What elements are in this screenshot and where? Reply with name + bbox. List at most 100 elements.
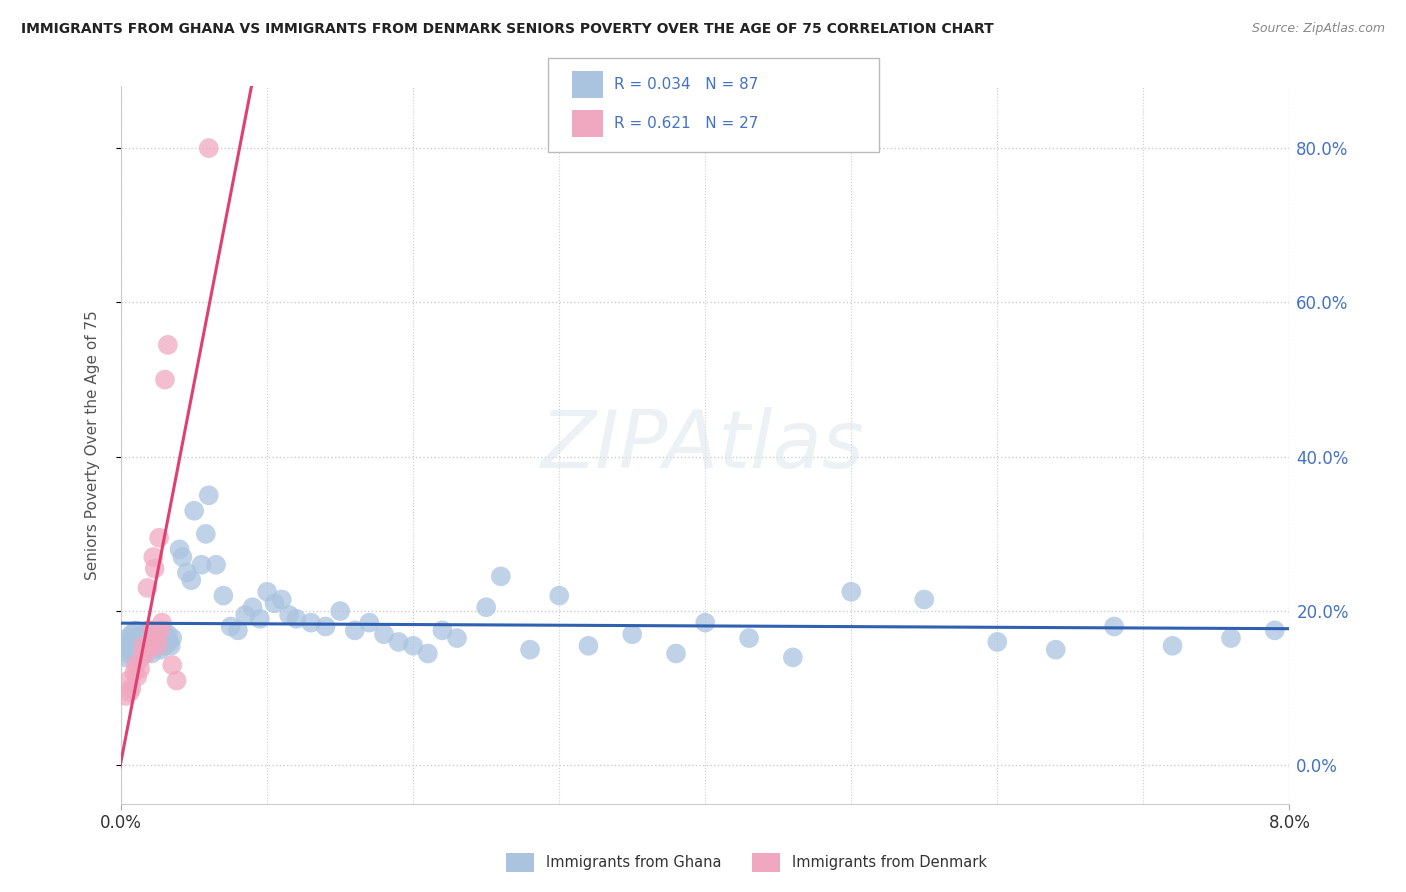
Point	[135, 647, 157, 661]
Point	[150, 631, 173, 645]
Point	[249, 612, 271, 626]
Point	[278, 607, 301, 622]
Point	[176, 566, 198, 580]
Point	[141, 624, 163, 638]
Point	[120, 627, 142, 641]
Point	[183, 504, 205, 518]
Point	[242, 600, 264, 615]
Point	[132, 627, 155, 641]
Point	[359, 615, 381, 630]
Point	[118, 642, 141, 657]
Point	[285, 612, 308, 626]
Point	[839, 584, 862, 599]
Point	[738, 631, 761, 645]
Point	[190, 558, 212, 572]
Point	[150, 615, 173, 630]
Point	[169, 542, 191, 557]
Point	[432, 624, 454, 638]
Point	[162, 631, 184, 645]
Point	[155, 631, 177, 645]
Point	[172, 550, 194, 565]
Text: Immigrants from Denmark: Immigrants from Denmark	[792, 855, 987, 870]
Point	[114, 689, 136, 703]
Point	[912, 592, 935, 607]
Point	[136, 631, 159, 645]
Point	[548, 589, 571, 603]
Point	[387, 635, 409, 649]
Point	[118, 685, 141, 699]
Point	[117, 647, 139, 661]
Point	[519, 642, 541, 657]
Point	[141, 647, 163, 661]
Text: ZIPAtlas: ZIPAtlas	[541, 407, 865, 485]
Point	[153, 373, 176, 387]
Point	[139, 635, 162, 649]
Text: Source: ZipAtlas.com: Source: ZipAtlas.com	[1251, 22, 1385, 36]
Point	[127, 631, 149, 645]
Point	[114, 650, 136, 665]
Point	[117, 673, 139, 688]
Point	[665, 647, 688, 661]
Point	[125, 658, 148, 673]
Point	[127, 670, 149, 684]
Point	[180, 573, 202, 587]
Point	[695, 615, 717, 630]
Point	[219, 619, 242, 633]
Point	[233, 607, 256, 622]
Point	[197, 141, 219, 155]
Point	[343, 624, 366, 638]
Point	[145, 627, 167, 641]
Point	[125, 635, 148, 649]
Point	[128, 642, 150, 657]
Point	[139, 639, 162, 653]
Point	[124, 647, 146, 661]
Point	[402, 639, 425, 653]
Point	[135, 642, 157, 657]
Point	[131, 647, 153, 661]
Point	[157, 635, 180, 649]
Point	[1102, 619, 1125, 633]
Point	[129, 639, 152, 653]
Point	[621, 627, 644, 641]
Point	[129, 662, 152, 676]
Point	[1161, 639, 1184, 653]
Point	[148, 531, 170, 545]
Point	[226, 624, 249, 638]
Point	[489, 569, 512, 583]
Point	[136, 581, 159, 595]
Point	[156, 338, 179, 352]
Text: R = 0.034   N = 87: R = 0.034 N = 87	[614, 77, 759, 92]
Point	[373, 627, 395, 641]
Point	[149, 624, 172, 638]
Text: IMMIGRANTS FROM GHANA VS IMMIGRANTS FROM DENMARK SENIORS POVERTY OVER THE AGE OF: IMMIGRANTS FROM GHANA VS IMMIGRANTS FROM…	[21, 22, 994, 37]
Point	[152, 624, 174, 638]
Point	[115, 635, 138, 649]
Point	[138, 624, 160, 638]
Point	[212, 589, 235, 603]
Point	[162, 658, 184, 673]
Point	[117, 631, 139, 645]
Point	[986, 635, 1008, 649]
Point	[166, 673, 188, 688]
Y-axis label: Seniors Poverty Over the Age of 75: Seniors Poverty Over the Age of 75	[86, 310, 100, 580]
Point	[148, 639, 170, 653]
Point	[149, 642, 172, 657]
Text: Immigrants from Ghana: Immigrants from Ghana	[546, 855, 721, 870]
Point	[143, 561, 166, 575]
Point	[446, 631, 468, 645]
Point	[1045, 642, 1067, 657]
Point	[146, 635, 169, 649]
Point	[194, 527, 217, 541]
Point	[159, 639, 181, 653]
Point	[142, 639, 165, 653]
Point	[263, 596, 285, 610]
Point	[153, 639, 176, 653]
Point	[134, 639, 156, 653]
Point	[142, 550, 165, 565]
Point	[145, 631, 167, 645]
Point	[416, 647, 439, 661]
Point	[782, 650, 804, 665]
Point	[112, 639, 135, 653]
Text: R = 0.621   N = 27: R = 0.621 N = 27	[614, 116, 759, 131]
Point	[143, 631, 166, 645]
